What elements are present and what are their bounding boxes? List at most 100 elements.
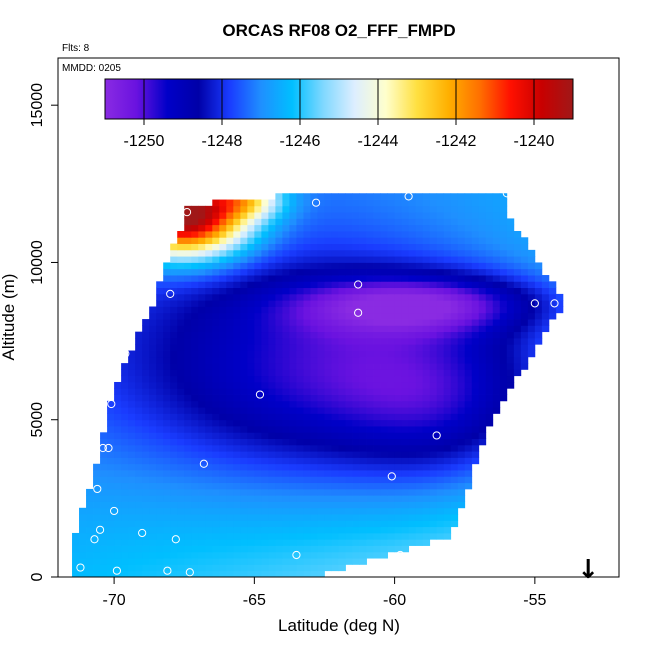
heatmap-cell: [226, 212, 234, 219]
heatmap-cell: [513, 237, 522, 244]
heatmap-cell: [282, 331, 290, 339]
heatmap-cell: [156, 413, 164, 421]
heatmap-cell: [135, 369, 143, 377]
heatmap-cell: [359, 514, 367, 521]
heatmap-cell: [100, 476, 108, 484]
heatmap-cell: [443, 275, 452, 282]
heatmap-cell: [268, 457, 276, 465]
heatmap-cell: [373, 482, 381, 490]
heatmap-cell: [310, 457, 318, 465]
heatmap-cell: [345, 306, 353, 314]
heatmap-cell: [352, 243, 360, 251]
heatmap-cell: [191, 325, 199, 333]
heatmap-cell: [345, 212, 353, 219]
heatmap-cell: [394, 526, 403, 534]
heatmap-cell: [135, 400, 143, 408]
heatmap-cell: [142, 363, 150, 370]
heatmap-cell: [247, 356, 255, 364]
heatmap-cell: [485, 375, 494, 383]
heatmap-cell: [226, 319, 234, 326]
heatmap-cell: [254, 262, 262, 270]
heatmap-cell: [359, 262, 367, 270]
heatmap-cell: [268, 293, 276, 301]
heatmap-cell: [443, 281, 452, 289]
heatmap-cell: [450, 199, 459, 207]
heatmap-cell: [142, 507, 150, 515]
heatmap-cell: [219, 331, 227, 339]
heatmap-cell: [170, 287, 178, 295]
heatmap-cell: [429, 199, 438, 207]
heatmap-cell: [135, 539, 143, 546]
heatmap-cell: [387, 470, 395, 477]
heatmap-cell: [387, 407, 395, 414]
heatmap-cell: [282, 237, 290, 244]
heatmap-cell: [387, 526, 395, 534]
heatmap-cell: [135, 432, 143, 439]
heatmap-cell: [254, 331, 262, 339]
heatmap-cell: [373, 337, 381, 345]
heatmap-cell: [268, 237, 276, 244]
heatmap-cell: [282, 407, 290, 414]
heatmap-cell: [219, 218, 227, 226]
heatmap-cell: [268, 344, 276, 351]
heatmap-cell: [254, 281, 262, 289]
heatmap-cell: [352, 293, 360, 301]
heatmap-cell: [149, 457, 157, 465]
heatmap-cell: [422, 300, 431, 307]
heatmap-cell: [100, 457, 108, 465]
heatmap-cell: [394, 501, 403, 509]
heatmap-cell: [170, 407, 178, 414]
heatmap-cell: [170, 306, 178, 314]
heatmap-cell: [471, 231, 480, 238]
heatmap-cell: [422, 419, 431, 427]
heatmap-cell: [499, 306, 508, 314]
heatmap-cell: [324, 545, 332, 553]
heatmap-cell: [548, 293, 557, 301]
heatmap-cell: [422, 237, 431, 244]
heatmap-cell: [191, 319, 199, 326]
heatmap-cell: [303, 369, 311, 377]
heatmap-cell: [429, 231, 438, 238]
heatmap-cell: [205, 224, 213, 232]
heatmap-cell: [310, 451, 318, 458]
heatmap-cell: [275, 463, 283, 471]
heatmap-cell: [226, 369, 234, 377]
heatmap-cell: [317, 551, 325, 559]
heatmap-cell: [149, 394, 157, 402]
heatmap-cell: [429, 350, 438, 358]
heatmap-cell: [191, 476, 199, 484]
heatmap-cell: [394, 231, 403, 238]
heatmap-cell: [240, 539, 248, 546]
heatmap-cell: [345, 319, 353, 326]
heatmap-cell: [296, 356, 304, 364]
heatmap-cell: [338, 319, 346, 326]
heatmap-cell: [128, 394, 136, 402]
heatmap-cell: [464, 256, 473, 263]
heatmap-cell: [240, 231, 248, 238]
heatmap-cell: [296, 400, 304, 408]
heatmap-cell: [429, 495, 438, 502]
heatmap-cell: [324, 388, 332, 395]
heatmap-cell: [527, 268, 536, 276]
heatmap-cell: [121, 551, 129, 559]
heatmap-cell: [317, 488, 325, 496]
heatmap-cell: [317, 482, 325, 490]
heatmap-cell: [443, 457, 452, 465]
heatmap-cell: [296, 394, 304, 402]
heatmap-cell: [149, 319, 157, 326]
heatmap-cell: [170, 426, 178, 433]
heatmap-cell: [240, 394, 248, 402]
observation-point: [387, 472, 396, 481]
heatmap-cell: [429, 520, 438, 528]
heatmap-cell: [394, 344, 403, 351]
heatmap-cell: [268, 438, 276, 446]
heatmap-cell: [359, 495, 367, 502]
heatmap-cell: [198, 432, 206, 439]
heatmap-cell: [401, 350, 410, 358]
heatmap-cell: [422, 438, 431, 446]
heatmap-cell: [156, 438, 164, 446]
heatmap-cell: [310, 488, 318, 496]
heatmap-cell: [289, 275, 297, 282]
heatmap-cell: [359, 400, 367, 408]
heatmap-cell: [443, 526, 452, 534]
